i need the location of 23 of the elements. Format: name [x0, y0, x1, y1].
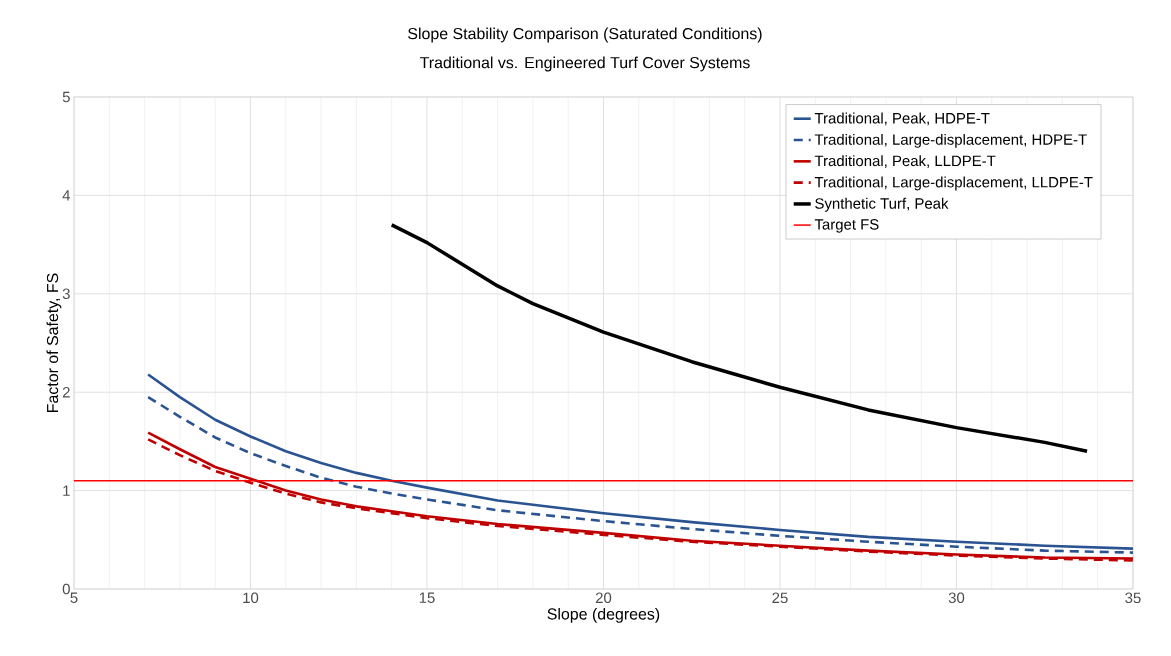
- y-tick-label: 1: [63, 485, 70, 496]
- legend-label: Target FS: [814, 219, 879, 233]
- legend-label: Traditional, Large-displacement, LLDPE-T: [814, 176, 1093, 191]
- legend-label: Traditional, Peak, HDPE-T: [814, 112, 990, 126]
- legend-label: Traditional, Peak, LLDPE-T: [814, 155, 996, 168]
- x-tick-label: 20: [595, 592, 612, 604]
- chart-title: Slope Stability Comparison (Saturated Conditions): [408, 27, 762, 43]
- y-tick-label: 4: [62, 190, 71, 201]
- legend-label: Synthetic Turf, Peak: [815, 197, 949, 212]
- x-tick-label: 5: [70, 592, 78, 603]
- y-tick-label: 0: [62, 583, 70, 595]
- y-tick-label: 3: [62, 288, 70, 300]
- x-tick-label: 35: [1125, 592, 1141, 604]
- chart-subtitle: Traditional vs. Engineered Turf Cover Systems: [419, 56, 750, 72]
- y-axis-title: Factor of Safety, FS: [46, 273, 62, 412]
- x-tick-label: 30: [948, 592, 965, 604]
- y-tick-label: 2: [62, 386, 70, 398]
- x-axis-title: Slope (degrees): [547, 607, 660, 623]
- legend-label: Traditional, Large-displacement, HDPE-T: [814, 133, 1087, 148]
- x-tick-label: 25: [772, 592, 788, 604]
- y-tick-label: 5: [62, 91, 70, 103]
- x-tick-label: 15: [419, 592, 435, 603]
- x-tick-label: 10: [243, 592, 259, 604]
